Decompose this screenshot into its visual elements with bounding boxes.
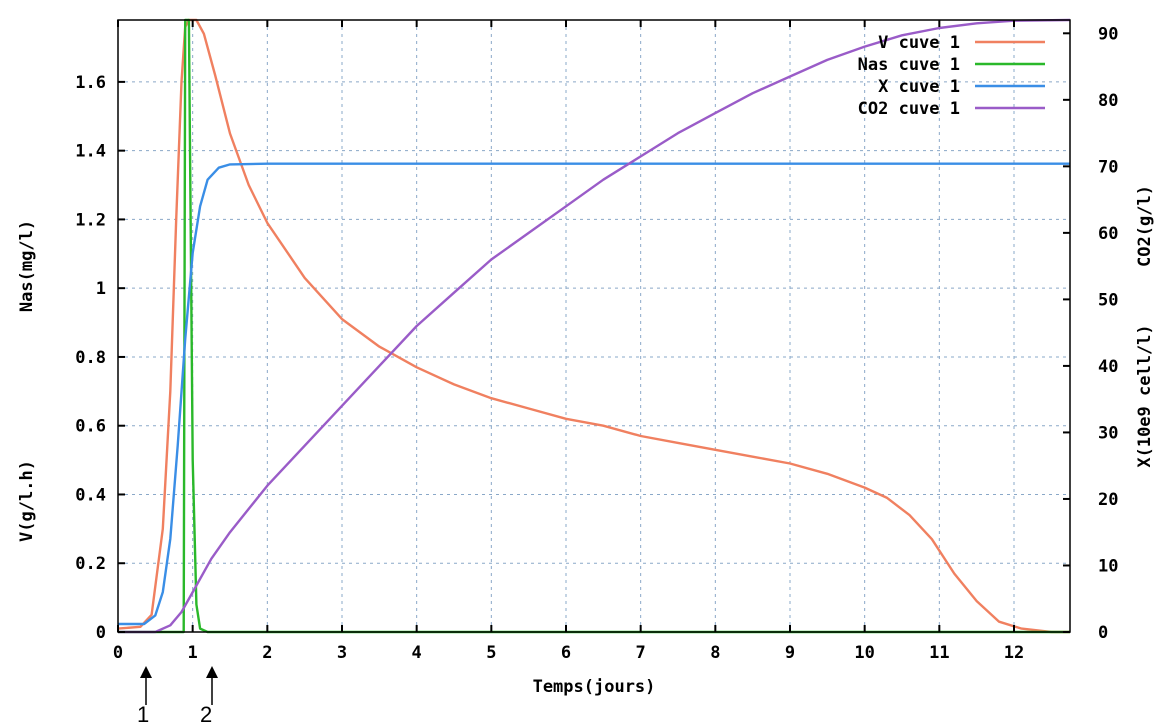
y-left-tick-label: 0.8: [75, 348, 106, 368]
x-tick-label: 6: [561, 643, 571, 663]
marker-2-arrowhead-icon: [206, 666, 218, 678]
x-tick-label: 2: [262, 643, 272, 663]
series-line-nas-cuve-1: [118, 18, 1070, 634]
right-axis-title: X(10e9 cell/l) CO2(g/l): [1135, 185, 1155, 468]
series-layer: [117, 18, 1071, 634]
y-right-tick-label: 30: [1098, 423, 1118, 443]
y-left-tick-label: 1.4: [75, 142, 106, 162]
x-tick-label: 1: [188, 643, 198, 663]
legend-label: Nas cuve 1: [858, 55, 960, 75]
x-tick-label: 4: [412, 643, 422, 663]
ticks: 0 1 2 3 4 5 6 7 8 9 10 11 1200.20.40.60.811.21.41.60…: [75, 20, 1118, 663]
x-tick-label: 0: [113, 643, 123, 663]
y-left-tick-label: 0.4: [75, 485, 106, 505]
left-axis-title: V(g/l.h) Nas(mg/l): [17, 220, 37, 542]
series-line-x-cuve-1: [118, 162, 1070, 626]
y-axis-title-nas: Nas(mg/l): [17, 220, 37, 312]
x-axis-title: Temps(jours): [533, 677, 656, 697]
series-line-v-cuve-1: [117, 18, 1070, 634]
marker-1-label: 1: [137, 702, 149, 727]
y-left-tick-label: 1.2: [75, 210, 106, 230]
y-right-tick-label: 10: [1098, 556, 1118, 576]
y-right-tick-label: 20: [1098, 490, 1118, 510]
marker-1: 1: [137, 666, 152, 727]
y-right-tick-label: 60: [1098, 224, 1118, 244]
marker-2: 2: [200, 666, 218, 727]
x-tick-label: 8: [710, 643, 720, 663]
legend-label: CO2 cuve 1: [858, 99, 960, 119]
y-right-tick-label: 50: [1098, 290, 1118, 310]
y-left-tick-label: 0.2: [75, 554, 106, 574]
legend-label: X cuve 1: [878, 77, 960, 97]
y-left-tick-label: 0.6: [75, 417, 106, 437]
plot-frame: [117, 19, 1071, 633]
y-left-tick-label: 0: [96, 623, 106, 643]
legend-label: V cuve 1: [878, 33, 960, 53]
marker-2-label: 2: [200, 702, 212, 727]
y-left-tick-label: 1: [96, 279, 106, 299]
y-right-tick-label: 0: [1098, 623, 1108, 643]
y-right-tick-label: 80: [1098, 91, 1118, 111]
y-axis-title-v: V(g/l.h): [17, 460, 37, 542]
y-axis-title-co2: CO2(g/l): [1135, 185, 1155, 267]
x-tick-label: 7: [636, 643, 646, 663]
marker-1-arrowhead-icon: [140, 666, 152, 678]
y-right-tick-label: 70: [1098, 157, 1118, 177]
x-tick-label: 9: [785, 643, 795, 663]
x-tick-label: 3: [337, 643, 347, 663]
series-line-co2-cuve-1: [118, 18, 1071, 634]
grid: [118, 20, 1070, 632]
x-tick-label: 12: [1004, 643, 1024, 663]
y-axis-title-x: X(10e9 cell/l): [1135, 324, 1155, 467]
x-tick-label: 5: [486, 643, 496, 663]
y-right-tick-label: 40: [1098, 357, 1118, 377]
y-right-tick-label: 90: [1098, 24, 1118, 44]
y-left-tick-label: 1.6: [75, 73, 106, 93]
x-tick-label: 11: [929, 643, 949, 663]
x-tick-label: 10: [854, 643, 874, 663]
